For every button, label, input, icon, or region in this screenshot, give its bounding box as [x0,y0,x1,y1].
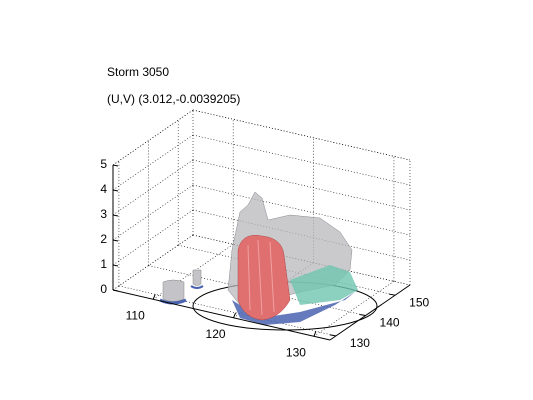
red-surface [237,235,291,321]
y-tick-label: 140 [380,316,400,330]
grid-line [192,184,411,236]
y-tick [359,314,366,317]
green-surface [290,265,358,305]
z-tick-label: 1 [100,257,107,271]
y-tick [329,334,337,337]
grid-line [112,159,194,216]
y-tick-label: 150 [409,295,429,309]
small-surface [162,279,185,302]
y-tick-label: 130 [350,336,370,350]
grid-line [112,209,194,266]
z-tick [112,239,119,242]
x-tick [152,294,156,300]
z-tick-label: 3 [100,207,107,221]
z-tick-label: 5 [100,157,107,171]
chart-title: Storm 3050 [107,65,169,79]
grid-line [192,134,411,186]
grid-line [192,159,411,211]
grid-line [192,109,411,161]
z-tick [112,214,119,217]
grid-line [112,109,194,166]
grid-line [118,285,336,337]
blue-fringe [232,292,355,325]
z-tick-label: 4 [100,182,107,196]
grid-line [112,234,194,291]
grid-line [112,134,194,191]
grid-line [313,281,395,337]
y-axis [329,284,411,341]
grid-line [112,184,194,241]
y-tick [389,293,396,296]
isosurfaces [159,191,378,331]
z-tick [112,264,119,267]
x-tick-label: 120 [206,327,226,341]
x-tick [313,331,317,337]
small-fringe [190,285,204,289]
red-highlight [247,239,275,316]
z-tick [112,189,119,192]
x-tick-label: 110 [126,308,145,322]
x-axis [112,289,331,341]
axes: 0 1 2 3 4 5 110 120 130 130 140 150 [100,157,429,359]
chart-subtitle: (U,V) (3.012,-0.0039205) [107,92,240,106]
small-surface [192,269,202,286]
z-tick-label: 0 [100,282,107,296]
x-tick [233,312,237,318]
z-tick-label: 2 [100,232,107,246]
x-tick-label: 130 [286,345,306,359]
z-tick [112,164,119,167]
